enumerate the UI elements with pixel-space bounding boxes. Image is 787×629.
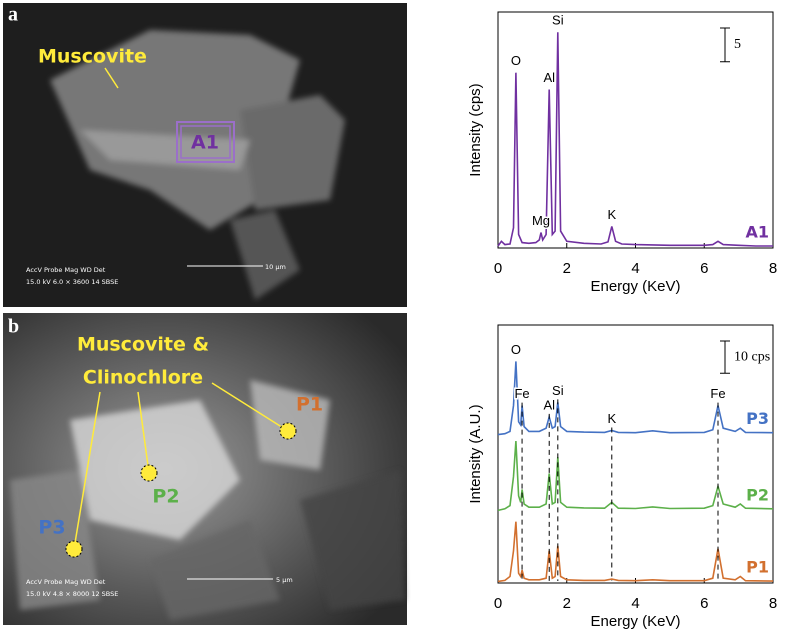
x-tick-label: 2 xyxy=(563,595,571,612)
region-label: A1 xyxy=(191,132,219,154)
peak-label: Fe xyxy=(710,386,725,401)
mineral-label: Muscovite xyxy=(38,46,147,68)
y-axis-label: Intensity (cps) xyxy=(467,83,484,176)
scale-bar xyxy=(720,340,730,374)
point-label: P2 xyxy=(152,486,179,508)
peak-label: O xyxy=(511,53,521,68)
peak-label: Al xyxy=(543,70,555,85)
peak-label: Si xyxy=(552,383,564,398)
panel-label: a xyxy=(8,4,18,26)
peak-label: Si xyxy=(552,13,564,28)
x-tick-label: 8 xyxy=(769,595,777,612)
x-tick-label: 0 xyxy=(494,260,502,277)
x-tick-label: 4 xyxy=(631,260,639,277)
peak-label: K xyxy=(607,411,616,426)
plot-frame xyxy=(497,324,774,584)
spectrum-line xyxy=(497,441,774,512)
sem-info: AccV Probe Mag WD Det xyxy=(26,266,106,274)
sem-info: 15.0 kV 4.8 × 8000 12 SBSE xyxy=(26,590,118,598)
spectrum-line xyxy=(497,32,773,247)
mineral-label: Clinochlore xyxy=(83,367,203,389)
panel-label: b xyxy=(8,316,19,338)
x-axis-label: Energy (KeV) xyxy=(590,278,680,295)
scale-bar xyxy=(720,27,730,63)
scale-bar-label: 5 xyxy=(734,37,741,52)
spectrum-line xyxy=(497,521,774,583)
points xyxy=(65,422,297,558)
series-label: P3 xyxy=(746,409,769,428)
x-tick-label: 6 xyxy=(700,595,708,612)
sem-image-a xyxy=(3,3,407,307)
sem-scale: 5 μm xyxy=(276,576,293,584)
peak-label: K xyxy=(607,207,616,222)
sem-scale: 10 μm xyxy=(265,263,286,271)
series-label: P1 xyxy=(746,558,769,577)
x-tick-label: 8 xyxy=(769,260,777,277)
peak-label: Fe xyxy=(514,386,529,401)
leader-lines xyxy=(73,382,289,550)
peak-label: Al xyxy=(543,397,555,412)
sem-info: AccV Probe Mag WD Det xyxy=(26,578,106,586)
y-axis-label: Intensity (A.U.) xyxy=(467,404,484,503)
peak-label: O xyxy=(511,342,521,357)
series-label: P2 xyxy=(746,485,769,504)
x-tick-label: 6 xyxy=(700,260,708,277)
mineral-label: Muscovite & xyxy=(77,334,209,356)
leader-line xyxy=(104,67,119,89)
x-axis-label: Energy (KeV) xyxy=(590,613,680,629)
sem-image-b xyxy=(3,313,407,625)
point-label: P3 xyxy=(38,517,65,539)
x-tick-label: 0 xyxy=(494,595,502,612)
point-label: P1 xyxy=(296,394,323,416)
scale-bar-label: 10 cps xyxy=(734,349,770,364)
region-box xyxy=(176,121,235,163)
x-tick-label: 2 xyxy=(563,260,571,277)
peak-label: Mg xyxy=(532,213,550,228)
series-label: A1 xyxy=(745,222,769,241)
spectrum-line xyxy=(497,361,774,436)
region-box xyxy=(180,125,231,159)
x-tick-label: 4 xyxy=(631,595,639,612)
sem-info: 15.0 kV 6.0 × 3600 14 SBSE xyxy=(26,278,118,286)
